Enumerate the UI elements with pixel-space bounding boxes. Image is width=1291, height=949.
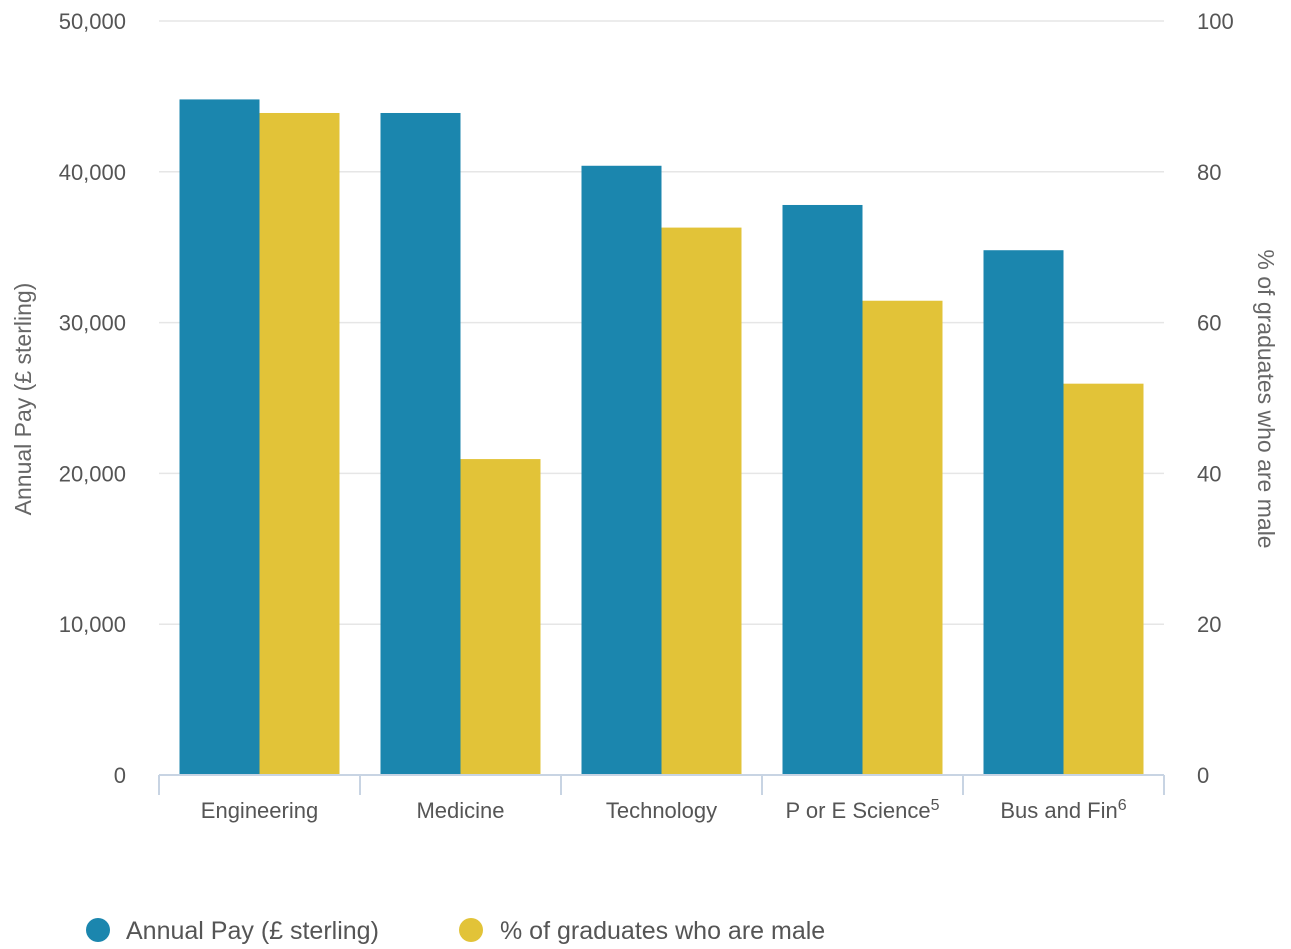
legend-item-male[interactable]: % of graduates who are male (459, 917, 825, 945)
legend-item-pay[interactable]: Annual Pay (£ sterling) (86, 917, 379, 945)
left-tick-label: 20,000 (59, 461, 126, 486)
bar-annual-pay-2[interactable] (581, 165, 662, 775)
legend-label-pay: Annual Pay (£ sterling) (126, 917, 379, 945)
right-tick-label: 60 (1197, 311, 1221, 336)
x-tick-label: P or E Science5 (785, 797, 939, 824)
right-axis-title: % of graduates who are male (1253, 249, 1279, 548)
bar-annual-pay-1[interactable] (380, 112, 461, 776)
right-tick-label: 80 (1197, 160, 1221, 185)
right-tick-label: 0 (1197, 763, 1209, 788)
bar-annual-pay-4[interactable] (983, 250, 1064, 775)
right-tick-label: 40 (1197, 461, 1221, 486)
x-tick-label: Technology (606, 798, 717, 823)
right-tick-label: 100 (1197, 9, 1234, 34)
left-y-axis: 0 10,000 20,000 30,000 40,000 50,000 (59, 9, 126, 788)
legend-swatch-male (459, 918, 483, 942)
bars (179, 99, 1144, 776)
x-tick-label: Bus and Fin6 (1000, 797, 1126, 824)
left-axis-title: Annual Pay (£ sterling) (10, 283, 36, 516)
right-y-axis: 0 20 40 60 80 100 (1197, 9, 1234, 788)
bar-annual-pay-3[interactable] (782, 204, 863, 775)
left-tick-label: 40,000 (59, 160, 126, 185)
left-tick-label: 30,000 (59, 311, 126, 336)
x-tick-label: Medicine (416, 798, 504, 823)
bar-pct-male-1[interactable] (460, 459, 541, 775)
legend: Annual Pay (£ sterling) % of graduates w… (86, 917, 825, 945)
x-tick-label: Engineering (201, 798, 318, 823)
bar-pct-male-0[interactable] (259, 112, 340, 776)
legend-swatch-pay (86, 918, 110, 942)
bar-pct-male-4[interactable] (1063, 383, 1144, 775)
left-tick-label: 0 (114, 763, 126, 788)
left-tick-label: 10,000 (59, 612, 126, 637)
bar-annual-pay-0[interactable] (179, 99, 260, 775)
left-tick-label: 50,000 (59, 9, 126, 34)
legend-label-male: % of graduates who are male (500, 917, 825, 945)
bar-pct-male-2[interactable] (661, 227, 742, 775)
bar-pct-male-3[interactable] (862, 300, 943, 775)
x-axis: Engineering Medicine Technology P or E Scie… (158, 775, 1165, 824)
right-tick-label: 20 (1197, 612, 1221, 637)
